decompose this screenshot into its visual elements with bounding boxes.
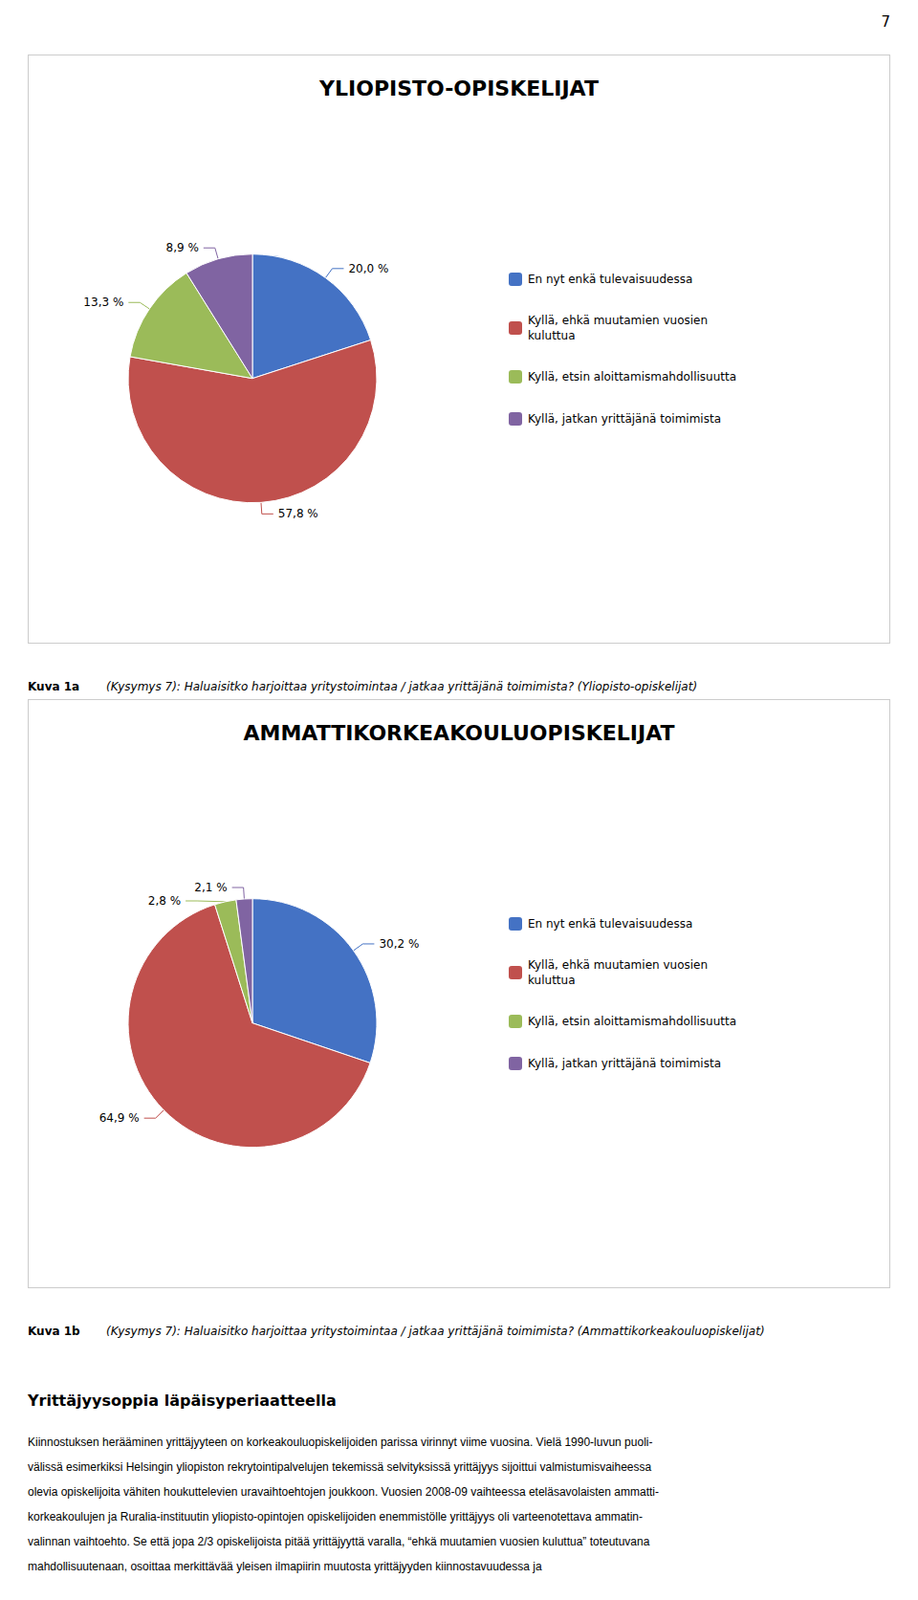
- svg-text:64,9 %: 64,9 %: [99, 1111, 140, 1125]
- svg-text:AMMATTIKORKEAKOULUOPISKELIJAT: AMMATTIKORKEAKOULUOPISKELIJAT: [242, 721, 675, 745]
- html-text:Kiinnostuksen herääminen yritt: Kiinnostuksen herääminen yrittäjyyteen o…: [27, 1435, 653, 1449]
- svg-text:kuluttua: kuluttua: [527, 973, 576, 987]
- html-text:välissä esimerkiksi Helsingin: välissä esimerkiksi Helsingin yliopiston…: [27, 1460, 652, 1474]
- svg-text:Kyllä, etsin aloittamismahdoll: Kyllä, etsin aloittamismahdollisuutta: [527, 1014, 737, 1028]
- html-text:olevia opiskelijoita vähiten h: olevia opiskelijoita vähiten houkuttelev…: [27, 1485, 659, 1499]
- html-text:korkeakoulujen ja Ruralia-inst: korkeakoulujen ja Ruralia-instituutin yl…: [27, 1509, 643, 1524]
- svg-text:57,8 %: 57,8 %: [278, 506, 319, 521]
- svg-text:Kyllä, jatkan yrittäjänä toimi: Kyllä, jatkan yrittäjänä toimimista: [527, 412, 722, 426]
- html-text:7: 7: [881, 13, 891, 31]
- html-text:(Kysymys 7): Haluaisitko harjo: (Kysymys 7): Haluaisitko harjoittaa yrit…: [106, 679, 698, 694]
- html-text:(Kysymys 7): Haluaisitko harjo: (Kysymys 7): Haluaisitko harjoittaa yrit…: [106, 1324, 765, 1338]
- svg-text:En nyt enkä tulevaisuudessa: En nyt enkä tulevaisuudessa: [527, 917, 693, 931]
- svg-text:YLIOPISTO-OPISKELIJAT: YLIOPISTO-OPISKELIJAT: [318, 76, 599, 101]
- svg-text:8,9 %: 8,9 %: [165, 240, 198, 255]
- svg-text:2,1 %: 2,1 %: [194, 880, 227, 895]
- html-text:mahdollisuutenaan, osoittaa me: mahdollisuutenaan, osoittaa merkittävää …: [27, 1559, 542, 1574]
- svg-text:En nyt enkä tulevaisuudessa: En nyt enkä tulevaisuudessa: [527, 272, 693, 286]
- svg-text:13,3 %: 13,3 %: [83, 295, 124, 309]
- svg-text:30,2 %: 30,2 %: [378, 937, 419, 951]
- svg-text:Kyllä, etsin aloittamismahdoll: Kyllä, etsin aloittamismahdollisuutta: [527, 370, 737, 384]
- svg-text:20,0 %: 20,0 %: [348, 262, 389, 276]
- html-text:valinnan vaihtoehto. Se että j: valinnan vaihtoehto. Se että jopa 2/3 op…: [27, 1534, 650, 1549]
- svg-text:Kyllä, ehkä muutamien vuosien: Kyllä, ehkä muutamien vuosien: [527, 958, 708, 972]
- html-text:Kuva 1b: Kuva 1b: [27, 1324, 81, 1338]
- svg-text:2,8 %: 2,8 %: [148, 894, 181, 908]
- svg-text:kuluttua: kuluttua: [527, 328, 576, 343]
- html-text:Kuva 1a: Kuva 1a: [27, 679, 80, 694]
- svg-text:Kyllä, ehkä muutamien vuosien: Kyllä, ehkä muutamien vuosien: [527, 313, 708, 328]
- svg-text:Kyllä, jatkan yrittäjänä toimi: Kyllä, jatkan yrittäjänä toimimista: [527, 1056, 722, 1071]
- html-text:Yrittäjyysoppia läpäisyperiaat: Yrittäjyysoppia läpäisyperiaatteella: [27, 1391, 337, 1410]
